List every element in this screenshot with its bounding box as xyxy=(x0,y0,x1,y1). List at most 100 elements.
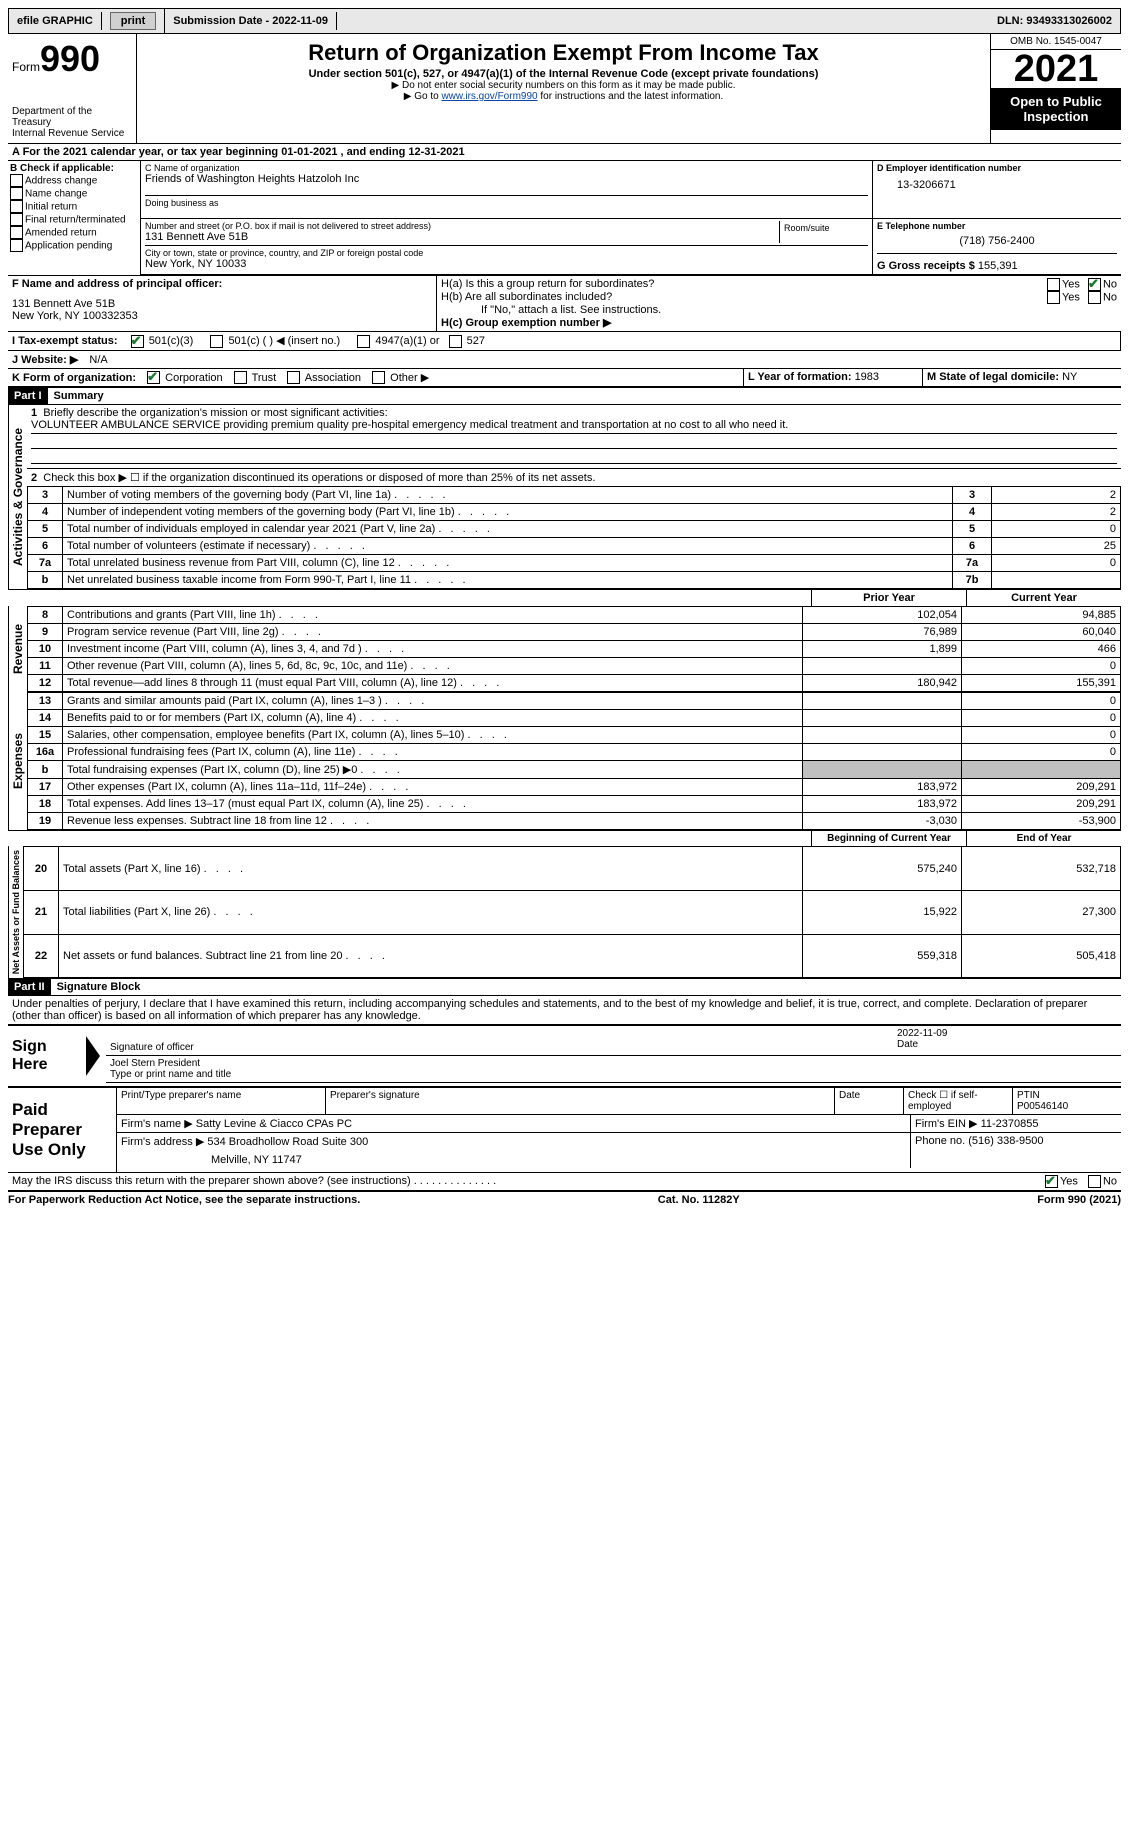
k-trust[interactable] xyxy=(234,371,247,384)
vlabel-netassets: Net Assets or Fund Balances xyxy=(8,846,23,978)
lines-3-7: 3Number of voting members of the governi… xyxy=(27,486,1121,589)
table-row: 13Grants and similar amounts paid (Part … xyxy=(28,693,1121,710)
gross-receipts: 155,391 xyxy=(978,260,1018,272)
discuss-no[interactable]: No xyxy=(1088,1175,1117,1188)
hb-yes[interactable]: Yes xyxy=(1047,291,1080,304)
arrow-icon xyxy=(86,1036,100,1076)
q2: Check this box ▶ ☐ if the organization d… xyxy=(43,472,595,484)
ein: 13-3206671 xyxy=(877,173,1117,191)
current-year-header: Current Year xyxy=(966,590,1121,606)
self-employed-check[interactable]: Check ☐ if self-employed xyxy=(904,1088,1013,1114)
col-headers-2: N Beginning of Current Year End of Year xyxy=(8,830,1121,846)
website: N/A xyxy=(89,354,107,366)
vlabel-governance: Activities & Governance xyxy=(8,405,27,589)
phone: (718) 756-2400 xyxy=(877,231,1117,251)
firm-name: Satty Levine & Ciacco CPAs PC xyxy=(196,1118,352,1130)
b-amended[interactable]: Amended return xyxy=(10,226,138,239)
table-row: 8Contributions and grants (Part VIII, li… xyxy=(28,607,1121,624)
b-address-change[interactable]: Address change xyxy=(10,174,138,187)
i-4947-check[interactable] xyxy=(357,335,370,348)
c-label: C Name of organization xyxy=(145,163,868,173)
b-final-return[interactable]: Final return/terminated xyxy=(10,213,138,226)
part1-label: Part I xyxy=(8,388,48,404)
end-year-header: End of Year xyxy=(966,831,1121,846)
table-row: 12Total revenue—add lines 8 through 11 (… xyxy=(28,675,1121,692)
part1-header-row: Part I Summary xyxy=(8,387,1121,405)
table-row: 16aProfessional fundraising fees (Part I… xyxy=(28,744,1121,761)
form-number: Form990 xyxy=(12,38,132,80)
table-row: 15Salaries, other compensation, employee… xyxy=(28,727,1121,744)
sign-here-label: Sign Here xyxy=(8,1026,86,1086)
officer-addr1: 131 Bennett Ave 51B xyxy=(12,298,432,310)
k-corp[interactable] xyxy=(147,371,160,384)
firm-name-label: Firm's name ▶ xyxy=(121,1118,196,1130)
vlabel-expenses: Expenses xyxy=(8,692,27,830)
form-header: Form990 Department of the Treasury Inter… xyxy=(8,34,1121,144)
f-h-block: F Name and address of principal officer:… xyxy=(8,275,1121,332)
table-row: bNet unrelated business taxable income f… xyxy=(28,572,1121,589)
street-address: 131 Bennett Ave 51B xyxy=(145,231,779,243)
b-name-change[interactable]: Name change xyxy=(10,187,138,200)
dept-treasury: Department of the Treasury xyxy=(12,106,132,128)
footer-left: For Paperwork Reduction Act Notice, see … xyxy=(8,1194,360,1206)
top-bar: efile GRAPHIC print Submission Date - 20… xyxy=(8,8,1121,34)
table-row: 20Total assets (Part X, line 16) . . . .… xyxy=(24,847,1121,891)
efile-label: efile GRAPHIC xyxy=(9,12,102,30)
org-name: Friends of Washington Heights Hatzoloh I… xyxy=(145,173,868,185)
irs-link[interactable]: www.irs.gov/Form990 xyxy=(441,91,537,102)
table-row: 17Other expenses (Part IX, column (A), l… xyxy=(28,779,1121,796)
footer: For Paperwork Reduction Act Notice, see … xyxy=(8,1191,1121,1206)
i-501c-check[interactable] xyxy=(210,335,223,348)
table-row: 22Net assets or fund balances. Subtract … xyxy=(24,934,1121,978)
b-app-pending[interactable]: Application pending xyxy=(10,239,138,252)
table-row: 10Investment income (Part VIII, column (… xyxy=(28,641,1121,658)
open-to-public: Open to Public Inspection xyxy=(991,88,1121,130)
ha-no[interactable]: No xyxy=(1088,278,1117,291)
ha-label: H(a) Is this a group return for subordin… xyxy=(441,278,1047,291)
b-label: B Check if applicable: xyxy=(10,163,138,174)
table-row: 21Total liabilities (Part X, line 26) . … xyxy=(24,890,1121,934)
sig-name-label: Type or print name and title xyxy=(110,1069,231,1080)
begin-year-header: Beginning of Current Year xyxy=(811,831,966,846)
g-label: G Gross receipts $ xyxy=(877,260,978,272)
table-row: 6Total number of volunteers (estimate if… xyxy=(28,538,1121,555)
k-assoc[interactable] xyxy=(287,371,300,384)
ptin-label: PTIN xyxy=(1017,1090,1117,1101)
officer-name: Joel Stern President xyxy=(110,1058,1117,1069)
firm-addr-label: Firm's address ▶ xyxy=(121,1136,207,1148)
dept-irs: Internal Revenue Service xyxy=(12,128,132,139)
table-row: bTotal fundraising expenses (Part IX, co… xyxy=(28,761,1121,779)
q1-label: Briefly describe the organization's miss… xyxy=(43,407,387,419)
footer-mid: Cat. No. 11282Y xyxy=(658,1194,740,1206)
vlabel-revenue: Revenue xyxy=(8,606,27,692)
submission-date: Submission Date - 2022-11-09 xyxy=(165,12,337,30)
i-label: I Tax-exempt status: 501(c)(3) 501(c) ( … xyxy=(12,334,1116,348)
firm-addr2: Melville, NY 11747 xyxy=(121,1148,906,1166)
discuss-label: May the IRS discuss this return with the… xyxy=(12,1175,411,1187)
hb-no[interactable]: No xyxy=(1088,291,1117,304)
line-a: A For the 2021 calendar year, or tax yea… xyxy=(8,144,1121,161)
table-row: 9Program service revenue (Part VIII, lin… xyxy=(28,624,1121,641)
ha-yes[interactable]: Yes xyxy=(1047,278,1080,291)
k-other[interactable] xyxy=(372,371,385,384)
i-501c3-check[interactable] xyxy=(131,335,144,348)
table-row: 18Total expenses. Add lines 13–17 (must … xyxy=(28,796,1121,813)
print-button[interactable]: print xyxy=(110,12,156,30)
firm-ein: 11-2370855 xyxy=(981,1118,1039,1130)
sig-officer-label: Signature of officer xyxy=(110,1042,194,1053)
dba-label: Doing business as xyxy=(145,198,868,208)
b-initial-return[interactable]: Initial return xyxy=(10,200,138,213)
m-label: M State of legal domicile: xyxy=(927,371,1062,383)
form-title: Return of Organization Exempt From Incom… xyxy=(141,40,986,66)
i-527-check[interactable] xyxy=(449,335,462,348)
city-state-zip: New York, NY 10033 xyxy=(145,258,868,270)
discuss-yes[interactable]: Yes xyxy=(1045,1175,1078,1188)
part1-governance: Activities & Governance 1 Briefly descri… xyxy=(8,405,1121,589)
part2-label: Part II xyxy=(8,979,51,995)
prep-name-label: Print/Type preparer's name xyxy=(117,1088,326,1114)
table-row: 4Number of independent voting members of… xyxy=(28,504,1121,521)
form-subtitle: Under section 501(c), 527, or 4947(a)(1)… xyxy=(141,68,986,80)
ptin: P00546140 xyxy=(1017,1101,1117,1112)
note-ssn: ▶ Do not enter social security numbers o… xyxy=(141,80,986,91)
part2-title: Signature Block xyxy=(51,979,147,995)
